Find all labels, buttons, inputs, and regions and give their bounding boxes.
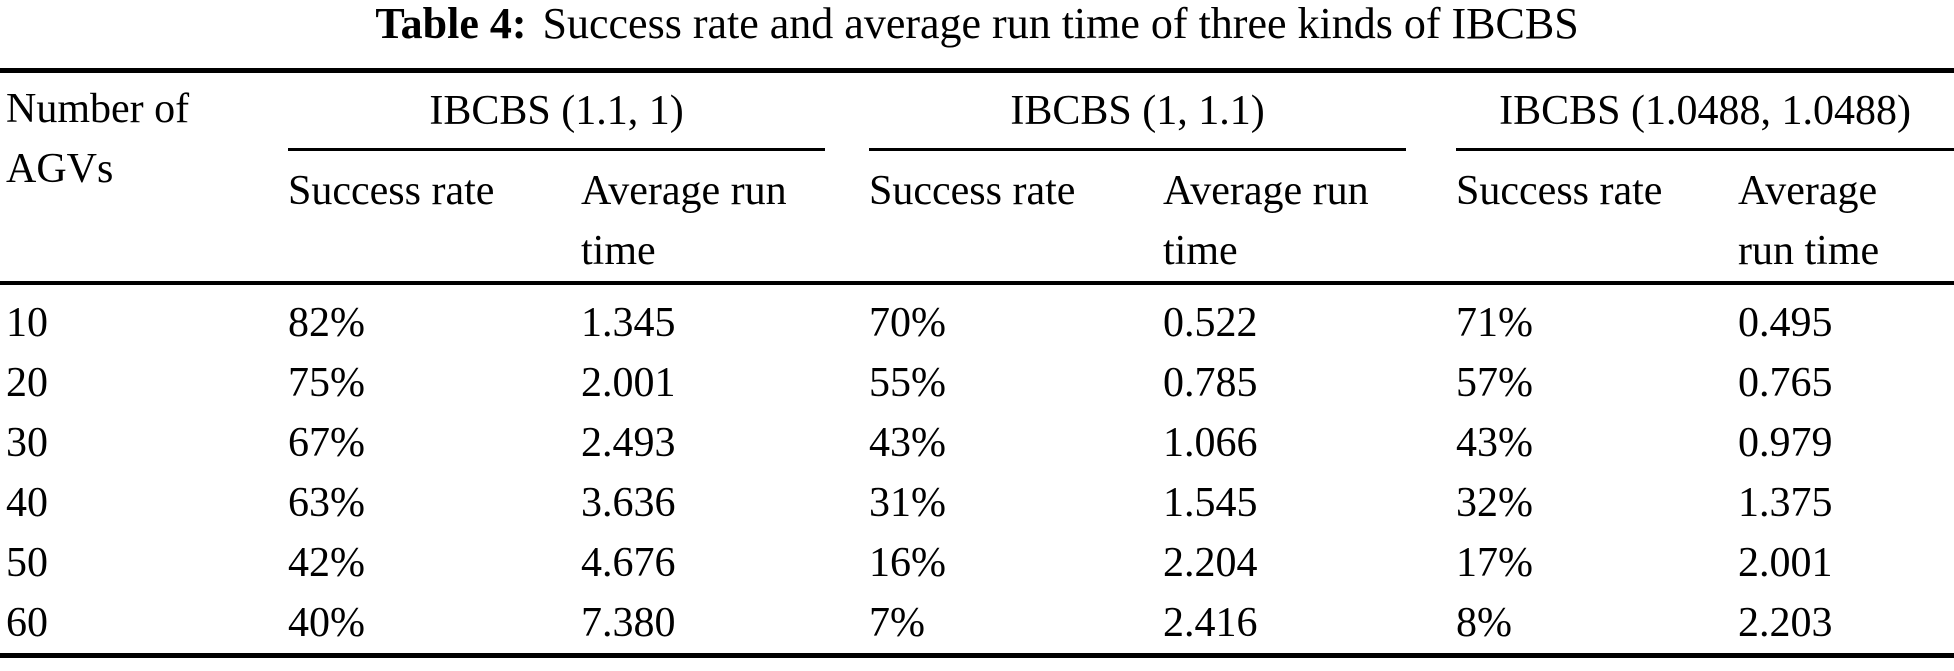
cell-average-run-time: 0.785 (1163, 360, 1258, 406)
group-header-rule: IBCBS (1, 1.1) (869, 73, 1407, 151)
cell-average-run-time: 0.495 (1738, 300, 1833, 346)
cell-average-run-time: 1.375 (1738, 480, 1833, 526)
cell-average-run-time: 4.676 (581, 540, 676, 586)
row-label-agvs: 30 (6, 420, 48, 466)
table-row: 20 75% 2.001 55% 0.785 57% 0.765 (0, 353, 1954, 413)
group-header-rule: IBCBS (1.1, 1) (288, 73, 826, 151)
cell-success-rate: 63% (288, 480, 365, 526)
cell-average-run-time: 0.765 (1738, 360, 1833, 406)
cell-average-run-time: 0.522 (1163, 300, 1258, 346)
cell-success-rate: 16% (869, 540, 947, 586)
cell-average-run-time: 0.979 (1738, 420, 1833, 466)
cell-average-run-time: 3.636 (581, 480, 676, 526)
cell-average-run-time: 2.416 (1163, 600, 1258, 646)
group-header-ibcbs-1-1p1: IBCBS (1, 1.1) (863, 71, 1450, 151)
cell-average-run-time: 1.066 (1163, 420, 1258, 466)
table-row: 60 40% 7.380 7% 2.416 8% 2.203 (0, 593, 1954, 656)
cell-success-rate: 7% (869, 600, 926, 646)
cell-success-rate: 70% (869, 300, 947, 346)
column-header-success-rate-3: Success rate (1456, 168, 1663, 214)
row-label-agvs: 20 (6, 360, 48, 406)
table-caption-label: Table 4: (375, 0, 527, 48)
column-header-number-of-agvs: Number of AGVs (6, 86, 190, 192)
table-row: 10 82% 1.345 70% 0.522 71% 0.495 (0, 283, 1954, 353)
group-header-row: Number of AGVs IBCBS (1.1, 1) IBCBS (1, … (0, 71, 1954, 192)
cell-success-rate: 32% (1456, 480, 1534, 526)
cell-average-run-time: 2.204 (1163, 540, 1258, 586)
row-label-agvs: 50 (6, 540, 48, 586)
cell-success-rate: 43% (1456, 420, 1534, 466)
cell-success-rate: 40% (288, 600, 365, 646)
row-label-agvs: 10 (6, 300, 48, 346)
cell-success-rate: 71% (1456, 300, 1534, 346)
cell-success-rate: 57% (1456, 360, 1534, 406)
cell-average-run-time: 7.380 (581, 600, 676, 646)
table-caption-text: Success rate and average run time of thr… (542, 0, 1579, 48)
results-table: Number of AGVs IBCBS (1.1, 1) IBCBS (1, … (0, 68, 1954, 658)
cell-average-run-time: 1.345 (581, 300, 676, 346)
group-header-label: IBCBS (1.0488, 1.0488) (1499, 87, 1911, 134)
cell-success-rate: 42% (288, 540, 365, 586)
cell-success-rate: 17% (1456, 540, 1534, 586)
cell-success-rate: 75% (288, 360, 365, 406)
column-header-average-run-time-1: Average run time (581, 168, 787, 274)
cell-success-rate: 82% (288, 300, 365, 346)
group-header-label: IBCBS (1.1, 1) (429, 87, 684, 134)
table-row: 40 63% 3.636 31% 1.545 32% 1.375 (0, 473, 1954, 533)
group-header-rule: IBCBS (1.0488, 1.0488) (1456, 73, 1954, 151)
cell-success-rate: 55% (869, 360, 947, 406)
cell-average-run-time: 1.545 (1163, 480, 1258, 526)
row-label-agvs: 60 (6, 600, 48, 646)
cell-average-run-time: 2.001 (581, 360, 676, 406)
group-header-ibcbs-1p0488-1p0488: IBCBS (1.0488, 1.0488) (1450, 71, 1954, 151)
table-caption: Table 4: Success rate and average run tim… (0, 0, 1954, 68)
row-label-agvs: 40 (6, 480, 48, 526)
column-header-average-run-time-2: Average run time (1163, 168, 1369, 274)
column-header-success-rate-1: Success rate (288, 168, 495, 214)
sub-header-row: Success rate Average run time Success ra… (0, 151, 1954, 283)
cell-success-rate: 31% (869, 480, 947, 526)
cell-average-run-time: 2.203 (1738, 600, 1833, 646)
group-header-ibcbs-1p1-1: IBCBS (1.1, 1) (282, 71, 863, 151)
table-row: 50 42% 4.676 16% 2.204 17% 2.001 (0, 533, 1954, 593)
cell-average-run-time: 2.493 (581, 420, 676, 466)
column-header-average-run-time-3: Average run time (1738, 168, 1880, 274)
cell-success-rate: 43% (869, 420, 947, 466)
column-header-success-rate-2: Success rate (869, 168, 1076, 214)
table-row: 30 67% 2.493 43% 1.066 43% 0.979 (0, 413, 1954, 473)
group-header-label: IBCBS (1, 1.1) (1010, 87, 1265, 134)
cell-average-run-time: 2.001 (1738, 540, 1833, 586)
cell-success-rate: 67% (288, 420, 365, 466)
cell-success-rate: 8% (1456, 600, 1513, 646)
